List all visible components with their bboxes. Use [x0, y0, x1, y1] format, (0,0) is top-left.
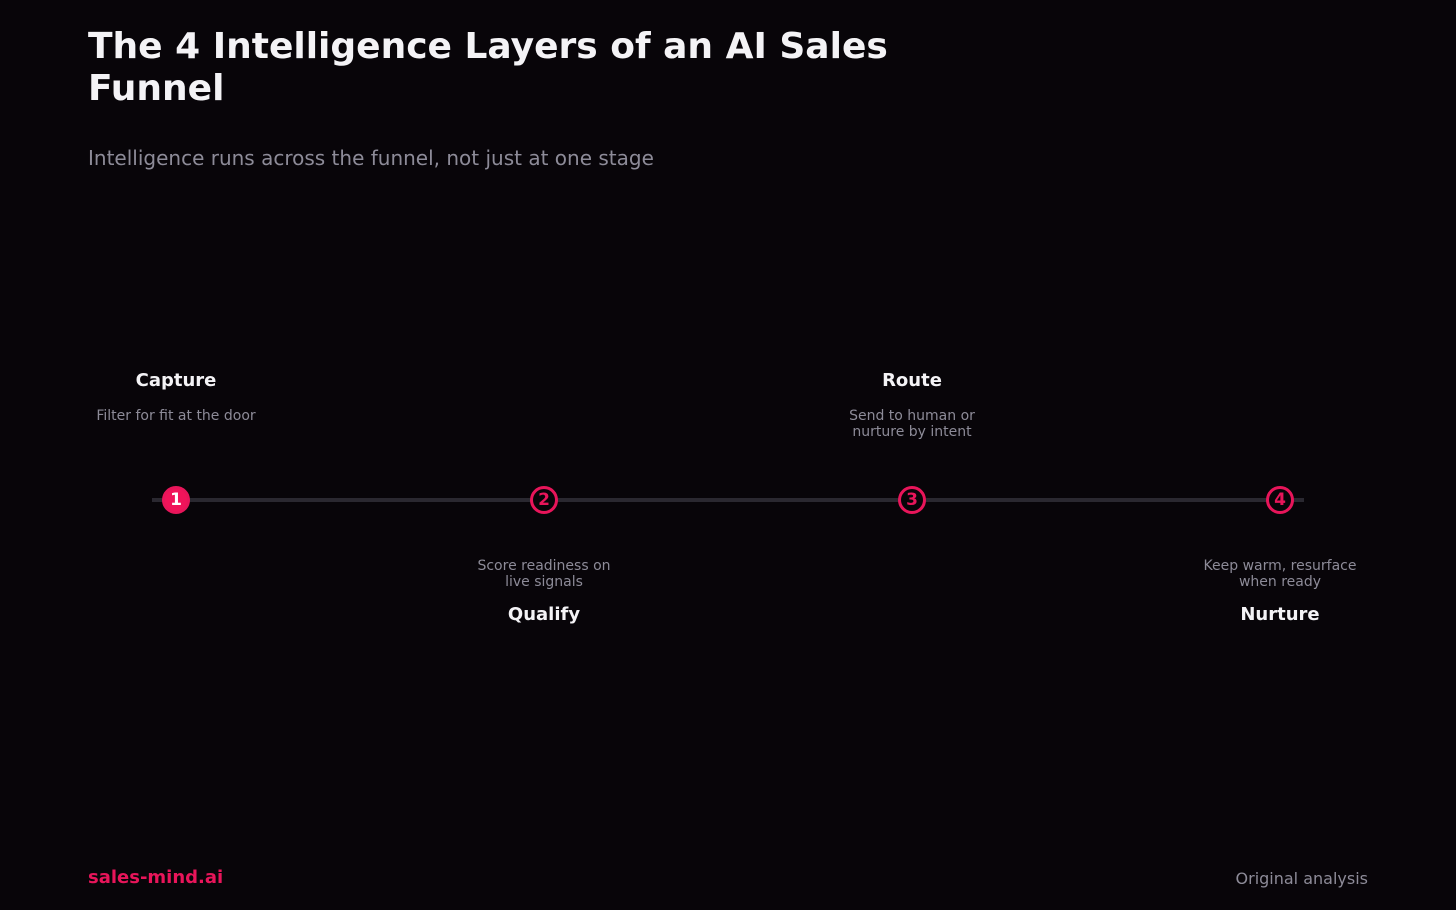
step-node	[1266, 486, 1294, 514]
step-node	[530, 486, 558, 514]
step-node	[162, 486, 190, 514]
step-description: Score readiness on live signals	[477, 558, 611, 590]
step-description: Send to human or nurture by intent	[849, 408, 975, 440]
step-title: Nurture	[1240, 604, 1320, 625]
step-number: 3	[906, 490, 918, 510]
title: The 4 Intelligence Layers of an AI Sales…	[88, 26, 888, 109]
step-title: Route	[882, 370, 942, 391]
step-description: Keep warm, resurface when ready	[1203, 558, 1357, 590]
step-title: Capture	[135, 370, 217, 391]
source: Original analysis	[1235, 869, 1368, 888]
step-number: 1	[170, 490, 182, 510]
step-title: Qualify	[507, 604, 581, 625]
step-description: Filter for fit at the door	[96, 408, 256, 424]
subtitle: Intelligence runs across the funnel, not…	[88, 146, 654, 170]
brand: sales-mind.ai	[88, 867, 224, 888]
step-number: 2	[538, 490, 550, 510]
step-number: 4	[1274, 490, 1286, 510]
step-node	[898, 486, 926, 514]
